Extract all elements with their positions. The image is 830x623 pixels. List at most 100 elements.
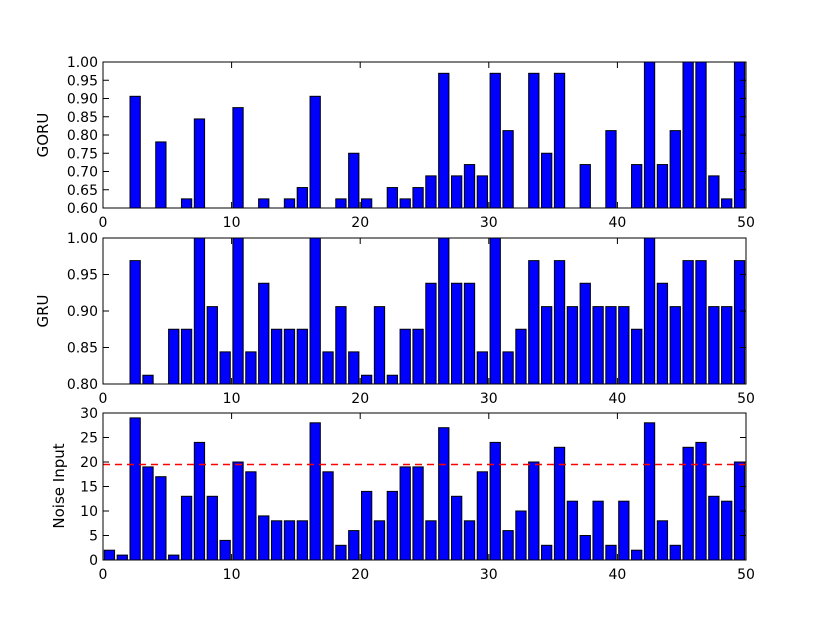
noise-bar-23 <box>399 466 411 560</box>
goru-bar-34 <box>541 152 553 208</box>
goru-bar-24 <box>412 187 424 208</box>
gru-bar-10 <box>232 238 244 384</box>
gru-bar-25 <box>425 282 437 384</box>
gru-bar-3 <box>142 374 154 384</box>
goru-bar-46 <box>695 62 707 208</box>
noise-ytick-label-0: 0 <box>89 553 98 569</box>
gru-bar-35 <box>553 260 566 384</box>
gru-bar-36 <box>566 306 579 384</box>
gru-bars <box>129 238 746 384</box>
gru-xtick-label-0: 0 <box>99 391 108 407</box>
noise-xtick-label-2: 20 <box>351 567 369 583</box>
gru-ytick-label-2: 0.90 <box>67 304 98 320</box>
goru-bar-42 <box>643 62 656 208</box>
goru-xtick-label-4: 40 <box>608 215 626 231</box>
noise-bar-29 <box>476 471 489 560</box>
noise-xtick-label-4: 40 <box>608 567 626 583</box>
goru-bar-6 <box>180 198 193 208</box>
noise-bar-41 <box>631 549 643 560</box>
noise-bar-1 <box>116 554 128 560</box>
noise-bar-2 <box>129 417 141 560</box>
noise-bar-43 <box>656 520 669 560</box>
goru-ylabel: GORU <box>34 113 52 158</box>
noise-ytick-label-6: 30 <box>80 406 98 422</box>
goru-bar-33 <box>528 72 540 208</box>
noise-input-ylabel: Noise Input <box>50 443 68 528</box>
goru-bar-4 <box>155 141 167 208</box>
gru-bar-49 <box>733 260 746 384</box>
goru-bar-18 <box>335 198 347 208</box>
gru-bar-42 <box>643 238 656 384</box>
gru-bar-22 <box>386 374 398 384</box>
gru-bar-13 <box>270 328 283 384</box>
goru-ytick-label-8: 1.00 <box>67 55 98 71</box>
goru-bar-15 <box>296 187 308 208</box>
noise-bar-30 <box>489 441 501 560</box>
noise-bar-28 <box>463 520 476 560</box>
gru-bar-30 <box>489 238 501 384</box>
goru-ytick-label-4: 0.80 <box>67 128 98 144</box>
noise-ytick-label-5: 25 <box>80 431 98 447</box>
noise-input-panel: Noise Input 0 10 20 30 40 50 0 5 10 15 20 25 30 <box>50 406 755 583</box>
gru-bar-40 <box>618 306 630 384</box>
gru-bar-28 <box>463 282 476 384</box>
gru-xtick-label-5: 50 <box>737 391 755 407</box>
gru-bar-45 <box>682 260 694 384</box>
gru-bar-39 <box>605 306 617 384</box>
gru-bar-15 <box>296 328 308 384</box>
noise-bar-0 <box>103 549 116 560</box>
noise-bar-14 <box>283 520 296 560</box>
goru-bar-22 <box>386 187 398 208</box>
noise-xtick-label-1: 10 <box>223 567 241 583</box>
noise-bar-33 <box>528 461 540 560</box>
gru-bar-2 <box>129 260 141 384</box>
noise-bar-20 <box>360 490 373 560</box>
noise-bar-10 <box>232 461 244 560</box>
noise-bar-8 <box>206 495 218 560</box>
gru-bar-16 <box>309 238 321 384</box>
noise-bar-39 <box>605 544 617 560</box>
goru-bar-2 <box>129 95 141 208</box>
noise-bar-3 <box>142 466 154 560</box>
gru-bar-12 <box>258 282 270 384</box>
gru-bar-31 <box>502 351 514 384</box>
goru-xtick-label-0: 0 <box>99 215 108 231</box>
gru-bar-29 <box>476 351 489 384</box>
goru-xtick-label-3: 30 <box>480 215 498 231</box>
noise-bar-18 <box>335 544 347 560</box>
gru-xtick-label-2: 20 <box>351 391 369 407</box>
gru-bar-43 <box>656 282 669 384</box>
noise-bar-4 <box>155 476 167 560</box>
gru-bar-41 <box>631 328 643 384</box>
noise-bar-5 <box>168 554 180 560</box>
gru-bar-18 <box>335 306 347 384</box>
noise-bar-12 <box>258 515 270 560</box>
gru-bar-48 <box>721 306 733 384</box>
gru-bar-14 <box>283 328 296 384</box>
goru-bar-43 <box>656 164 669 208</box>
gru-bar-17 <box>322 351 334 384</box>
goru-bar-47 <box>708 175 720 208</box>
goru-bar-48 <box>721 198 733 208</box>
goru-bar-27 <box>451 175 463 208</box>
goru-bar-26 <box>438 72 450 208</box>
goru-bar-30 <box>489 72 501 208</box>
noise-bar-40 <box>618 500 630 560</box>
gru-bar-8 <box>206 306 218 384</box>
noise-bar-24 <box>412 466 424 560</box>
noise-bar-47 <box>708 495 720 560</box>
gru-bar-20 <box>360 374 373 384</box>
gru-bar-7 <box>193 238 206 384</box>
noise-bar-6 <box>180 495 193 560</box>
gru-bar-27 <box>451 282 463 384</box>
noise-bar-27 <box>451 495 463 560</box>
noise-bar-38 <box>592 500 604 560</box>
goru-xtick-label-1: 10 <box>223 215 241 231</box>
gru-ytick-label-3: 0.95 <box>67 268 98 284</box>
gru-bar-23 <box>399 328 411 384</box>
gru-bar-37 <box>579 282 591 384</box>
goru-bar-31 <box>502 130 514 208</box>
noise-bar-7 <box>193 441 206 560</box>
goru-bar-19 <box>348 152 360 208</box>
gru-xtick-label-1: 10 <box>223 391 241 407</box>
